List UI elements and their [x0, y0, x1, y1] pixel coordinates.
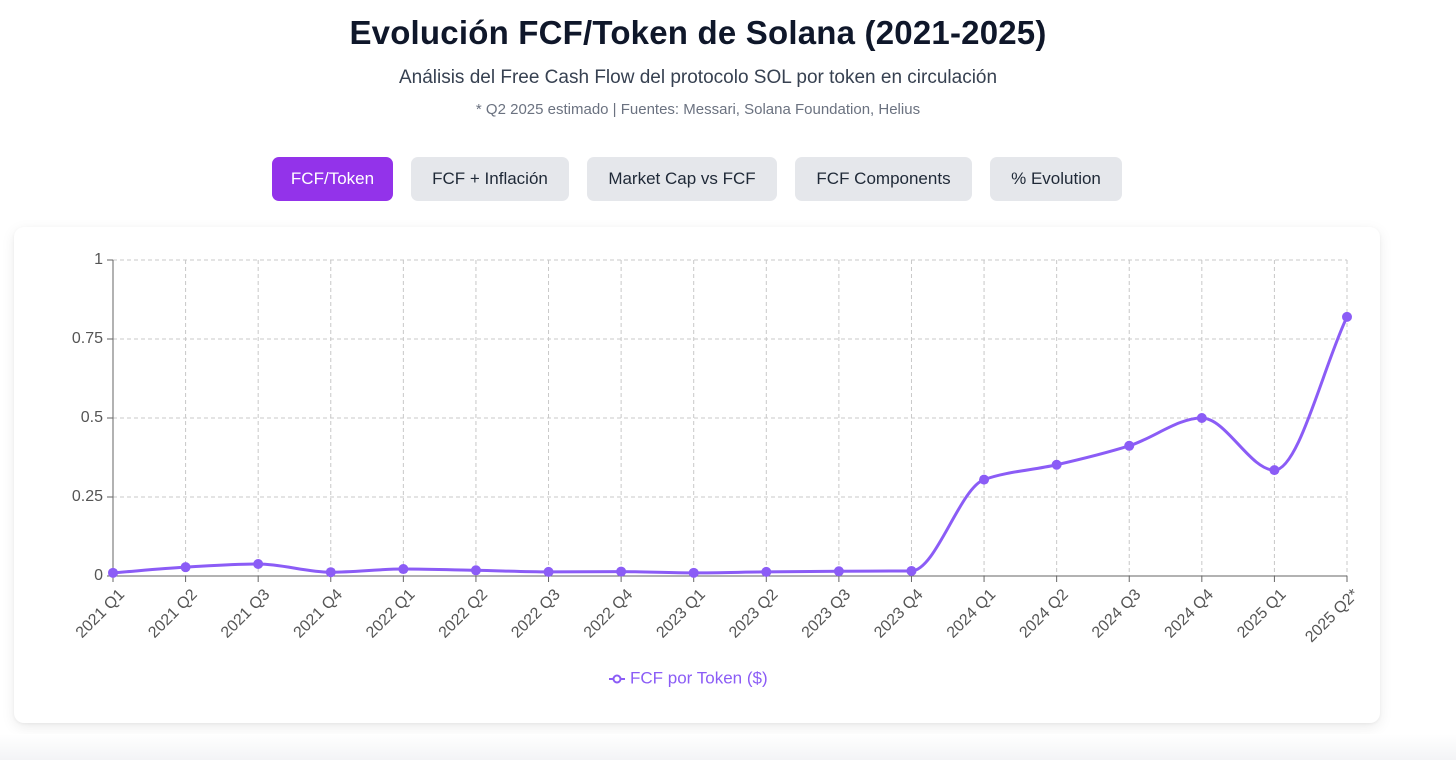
tab-percent-evolution[interactable]: % Evolution — [990, 157, 1122, 201]
data-point[interactable] — [761, 566, 772, 577]
data-point[interactable] — [543, 566, 554, 577]
x-tick-label: 2024 Q1 — [944, 586, 999, 641]
data-point[interactable] — [398, 564, 409, 575]
data-point[interactable] — [616, 566, 627, 577]
tab-fcf-inflacion[interactable]: FCF + Inflación — [411, 157, 569, 201]
page-title: Evolución FCF/Token de Solana (2021-2025… — [349, 14, 1047, 51]
legend-label: FCF por Token ($) — [630, 668, 768, 687]
x-tick-label: 2024 Q4 — [1162, 586, 1217, 641]
x-tick-label: 2021 Q4 — [291, 586, 346, 641]
y-tick-label: 0.75 — [72, 330, 103, 347]
data-point[interactable] — [1124, 440, 1135, 451]
x-tick-label: 2025 Q1 — [1234, 586, 1289, 641]
x-tick-label: 2022 Q4 — [581, 586, 636, 641]
y-tick-label: 0.25 — [72, 488, 103, 505]
data-point[interactable] — [833, 566, 844, 577]
data-point[interactable] — [470, 565, 481, 576]
x-axis-ticks: 2021 Q1 2021 Q2 2021 Q3 2021 Q4 2022 Q1 2022 … — [73, 576, 1362, 646]
x-tick-label: 2023 Q1 — [653, 586, 708, 641]
chart-grid — [113, 259, 1348, 576]
data-point[interactable] — [979, 474, 990, 485]
x-tick-label: 2021 Q2 — [145, 586, 200, 641]
data-point[interactable] — [108, 567, 118, 578]
page-subtitle: Análisis del Free Cash Flow del protocol… — [398, 67, 998, 88]
data-point[interactable] — [1269, 465, 1280, 476]
tab-fcf-components[interactable]: FCF Components — [795, 157, 972, 201]
x-tick-label: 2024 Q2 — [1016, 586, 1071, 641]
x-tick-label: 2021 Q1 — [73, 586, 128, 641]
tab-fcf-token[interactable]: FCF/Token — [272, 157, 393, 201]
series-line — [112, 316, 1349, 575]
x-tick-label: 2024 Q3 — [1089, 586, 1144, 641]
x-tick-label: 2023 Q3 — [799, 586, 854, 641]
data-point[interactable] — [1196, 413, 1207, 423]
x-tick-label: 2023 Q4 — [871, 586, 926, 641]
x-tick-label: 2021 Q3 — [218, 586, 273, 641]
line-chart: 00.250.50.751 2021 Q1 2021 Q2 2021 Q3 2021 … — [72, 251, 1362, 687]
data-point[interactable] — [180, 562, 191, 573]
page-bottom-fade — [0, 734, 1456, 760]
data-point[interactable] — [688, 567, 699, 578]
series-fcf-por-token — [108, 311, 1352, 578]
chart-legend[interactable]: FCF por Token ($) — [609, 668, 768, 687]
data-point[interactable] — [325, 567, 336, 578]
y-axis-ticks: 0 0.25 0.5 0.75 1 — [72, 251, 113, 584]
x-tick-label: 2022 Q1 — [363, 586, 418, 641]
y-tick-label: 1 — [94, 251, 103, 268]
data-point[interactable] — [1342, 311, 1352, 322]
chart-card: 0 0.25 0.5 0.75 1 2021 Q1 2021 Q2 2021 Q3 2021 … — [14, 227, 1380, 723]
x-tick-label: 2023 Q2 — [726, 586, 781, 641]
x-tick-label: 2025 Q2* — [1302, 586, 1362, 646]
x-tick-label: 2022 Q3 — [508, 586, 563, 641]
x-tick-label: 2022 Q2 — [436, 586, 491, 641]
y-tick-label: 0.5 — [81, 409, 103, 426]
y-tick-label: 0 — [94, 567, 103, 584]
source-note: * Q2 2025 estimado | Fuentes: Messari, S… — [475, 101, 921, 118]
legend-marker-icon — [612, 674, 622, 684]
data-point[interactable] — [906, 565, 917, 576]
tab-market-cap-vs-fcf[interactable]: Market Cap vs FCF — [587, 157, 777, 201]
data-point[interactable] — [1051, 459, 1062, 470]
data-point[interactable] — [253, 558, 264, 569]
